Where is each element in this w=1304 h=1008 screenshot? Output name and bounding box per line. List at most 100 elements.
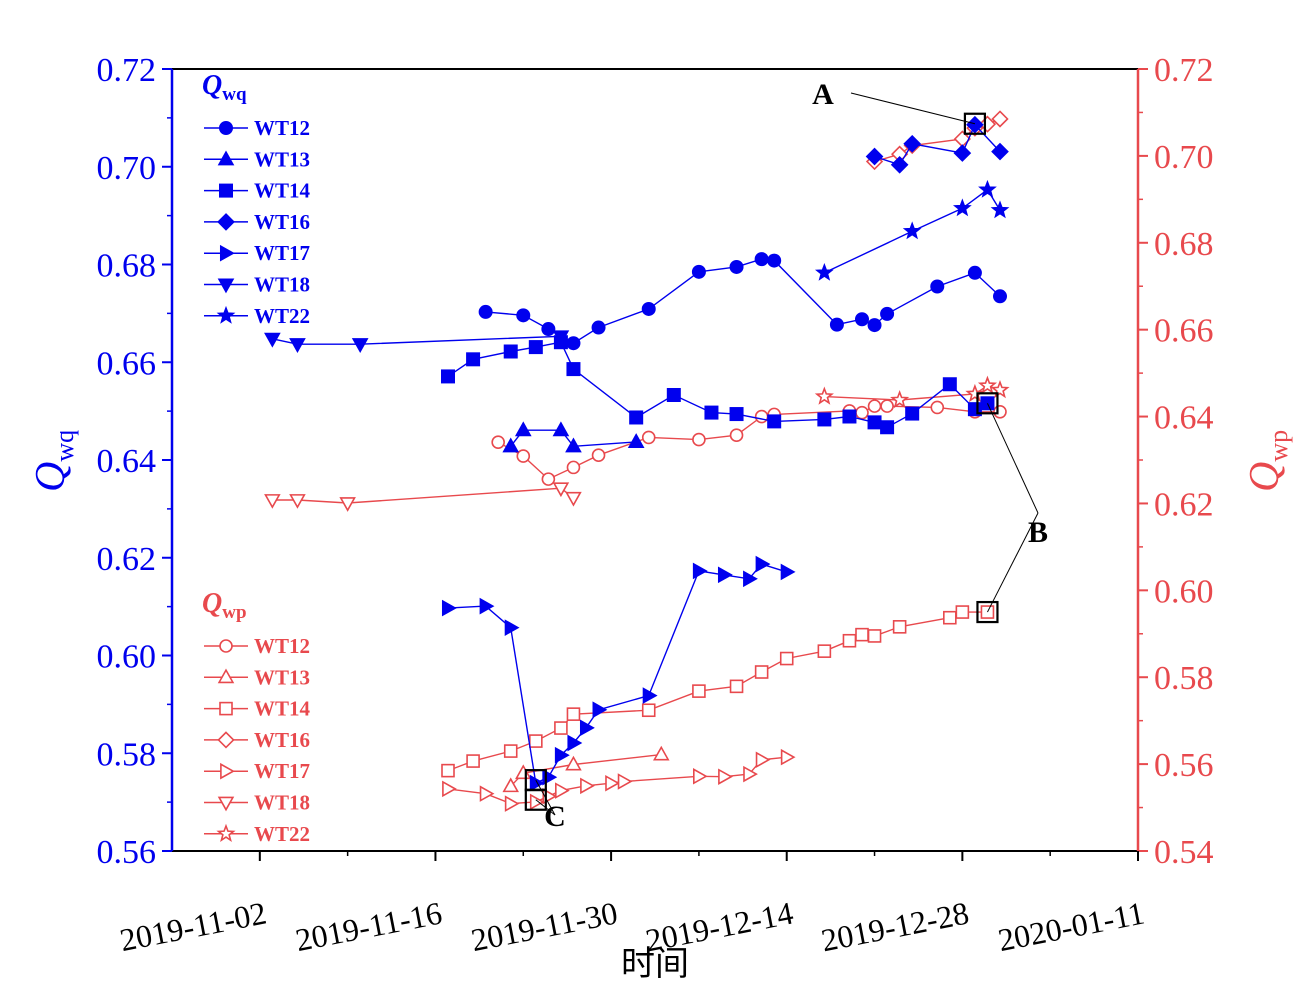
wp-point (754, 409, 769, 424)
wq-series-wt14 (441, 335, 995, 435)
right-tick-label: 0.64 (1154, 400, 1214, 437)
wq-point (855, 312, 869, 327)
wq-point (552, 421, 570, 437)
wq-point (503, 344, 518, 359)
wp-series-wt12 (491, 399, 1007, 486)
wq-point (666, 387, 681, 402)
wq-series-wt22 (814, 179, 1010, 281)
wp-point (502, 777, 519, 793)
wp-point (605, 774, 620, 792)
wp-point (943, 610, 957, 625)
wq-point (504, 619, 520, 636)
wq-point (627, 433, 645, 448)
right-tick-label: 0.72 (1154, 52, 1214, 89)
legend-wp-label: WT13 (254, 665, 310, 689)
wp-point (504, 795, 520, 812)
legend-wp-marker (217, 731, 235, 749)
wq-point (552, 330, 570, 346)
legend-wp: Qwp WT12 WT13 WT14 WT16 WT17 WT18 WT22 (202, 588, 311, 846)
legend-wq-marker (217, 150, 235, 166)
wq-point (565, 437, 582, 453)
wp-point (729, 428, 744, 443)
wq-point (780, 563, 796, 581)
wq-point (516, 308, 531, 323)
legend-wq-marker (216, 305, 236, 324)
wp-series-wt22 (814, 375, 1010, 409)
annotation-leader (987, 512, 1039, 613)
wq-point (591, 320, 606, 335)
wp-series-wt18 (264, 482, 582, 512)
wp-point (641, 430, 656, 445)
wq-point (967, 265, 982, 280)
wp-point (692, 684, 706, 698)
wp-point (503, 744, 518, 758)
left-tick-label: 0.72 (97, 52, 157, 89)
legend-wp-marker (216, 823, 236, 842)
wq-point (592, 701, 608, 719)
legend-wp-label: WT17 (254, 759, 310, 783)
right-tick-label: 0.56 (1154, 747, 1214, 784)
wp-point (718, 768, 733, 785)
wq-point (867, 415, 882, 430)
annotation-box (963, 112, 987, 135)
wp-point (692, 432, 706, 447)
wp-point (529, 734, 543, 748)
wq-point (704, 405, 719, 420)
wp-line-wt13 (510, 753, 662, 787)
wq-point (264, 332, 281, 348)
wp-line-wt18 (272, 487, 574, 504)
legend-wq-label: WT17 (254, 241, 310, 265)
wp-point (479, 785, 495, 802)
annotation-box (976, 600, 999, 624)
legend-wq-label: WT12 (254, 116, 310, 140)
wp-point (955, 605, 970, 619)
wp-point (990, 379, 1010, 399)
legend-wq-label: WT14 (254, 179, 311, 203)
wp-point (867, 399, 882, 413)
wp-point (855, 405, 869, 420)
wp-point (867, 629, 882, 643)
legend-wp-marker (217, 796, 235, 812)
legend-wq-label: WT13 (254, 147, 310, 171)
wp-point (930, 400, 945, 415)
right-tick-label: 0.68 (1154, 226, 1214, 263)
annotation-leader (850, 92, 976, 125)
wq-point (466, 352, 481, 367)
legend-wq-label: WT18 (254, 273, 310, 297)
wp-point (529, 793, 545, 811)
wp-point (842, 633, 857, 648)
legend-wp-label: WT14 (254, 697, 311, 721)
wq-point (502, 437, 520, 453)
left-tick-label: 0.60 (97, 639, 157, 676)
wp-point (442, 780, 457, 798)
right-tick-label: 0.58 (1154, 660, 1214, 697)
legend-wq-title: Qwq (202, 70, 247, 105)
wp-point (566, 707, 581, 721)
wq-point (890, 155, 909, 174)
wp-point (617, 773, 633, 790)
wq-point (579, 719, 595, 737)
wq-point (754, 252, 769, 267)
wp-point (814, 386, 834, 405)
annotation-box (976, 392, 999, 415)
wq-point (479, 597, 495, 615)
wq-series-wt13 (502, 421, 645, 453)
wp-point (779, 651, 794, 666)
wq-point (817, 412, 832, 427)
legend-wq-label: WT22 (254, 304, 310, 328)
wp-point (729, 679, 744, 694)
x-tick-label: 2019-11-16 (293, 895, 445, 959)
wp-point (289, 494, 306, 509)
wq-point (743, 570, 758, 588)
wq-point (289, 338, 306, 353)
right-tick-label: 0.62 (1154, 486, 1214, 523)
wq-point (867, 318, 882, 333)
wq-point (729, 407, 744, 422)
right-tick-label: 0.60 (1154, 573, 1214, 610)
wq-point (755, 555, 771, 573)
wq-point (990, 200, 1010, 219)
right-axis-title: Qwp (1242, 430, 1293, 492)
wp-point (817, 644, 832, 658)
left-tick-label: 0.64 (97, 443, 157, 480)
wq-point (566, 362, 581, 377)
